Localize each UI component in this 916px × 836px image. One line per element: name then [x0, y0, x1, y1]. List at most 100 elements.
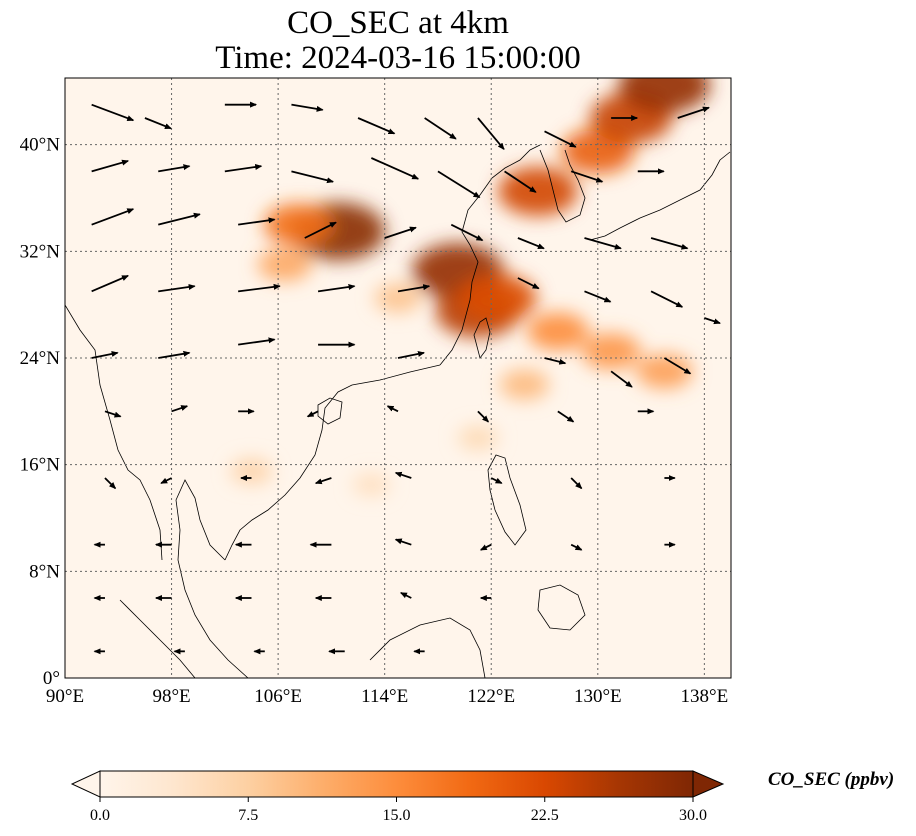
wind-arrow — [544, 130, 577, 148]
wind-arrow — [238, 337, 276, 346]
wind-arrow — [394, 538, 412, 546]
co-sec-field — [230, 78, 711, 497]
wind-arrow — [650, 290, 684, 308]
colorbar-over-extension — [692, 770, 725, 798]
wind-arrow — [291, 170, 335, 184]
colorbar-gradient — [99, 770, 694, 798]
island-hainan — [317, 397, 343, 425]
island-sumatra — [119, 599, 196, 678]
latitude-tick-label: 32°N — [20, 241, 61, 262]
co-plume — [527, 312, 589, 351]
island-borneo — [369, 617, 486, 678]
colorbar-tick-label: 15.0 — [383, 807, 411, 824]
co-plume — [636, 353, 693, 389]
island-luzon — [487, 454, 527, 546]
wind-arrow — [158, 350, 191, 359]
wind-arrow — [400, 591, 412, 599]
latitude-tick-label: 24°N — [20, 348, 61, 369]
wind-arrow — [397, 351, 425, 359]
wind-arrow — [91, 274, 129, 293]
colorbar-tick-label: 0.0 — [90, 807, 110, 824]
latitude-tick-label: 8°N — [29, 561, 60, 582]
wind-arrow — [91, 351, 119, 359]
co-plume — [264, 203, 333, 246]
wind-arrow — [224, 164, 263, 173]
wind-arrow — [517, 237, 545, 250]
axis-labels: 90°E 98°E 106°E 114°E 122°E 130°E 138°E 0° 8°N 16… — [20, 135, 729, 707]
island-mindanao — [537, 584, 586, 631]
latitude-tick-label: 0° — [43, 668, 60, 689]
colorbar-ticks: 0.0 7.5 15.0 22.5 30.0 — [90, 797, 707, 824]
wind-arrow — [238, 283, 281, 293]
co-plume — [352, 473, 391, 497]
wind-arrow — [317, 284, 356, 293]
coastline-china — [439, 144, 541, 366]
concentration-background — [65, 78, 731, 678]
coastline-indochina — [224, 364, 441, 561]
co-plume — [499, 369, 550, 400]
wind-arrow — [437, 170, 481, 199]
wind-arrow — [557, 410, 575, 423]
colorbar-label: CO_SEC (ppbv) — [768, 769, 895, 790]
wind-arrow — [517, 277, 540, 290]
co-plume — [230, 458, 273, 485]
wind-arrow — [386, 405, 399, 413]
co-plume — [457, 425, 498, 451]
wind-arrow — [570, 543, 583, 551]
coastline-japan — [589, 151, 731, 241]
longitude-tick-label: 122°E — [467, 686, 515, 707]
colorbar-tick-label: 22.5 — [531, 807, 559, 824]
wind-arrow — [91, 208, 135, 226]
wind-arrow — [584, 290, 612, 303]
wind-arrow — [304, 221, 337, 239]
coastline-gulf-thailand — [175, 479, 249, 678]
colorbar-tick-label: 30.0 — [679, 807, 707, 824]
wind-arrow — [650, 237, 689, 250]
colorbar-tick-label: 7.5 — [238, 807, 258, 824]
map-area — [65, 78, 731, 678]
wind-arrow — [663, 357, 692, 375]
wind-arrow — [570, 477, 583, 490]
wind-arrow — [384, 226, 417, 239]
longitude-tick-label: 90°E — [46, 686, 84, 707]
coastline-bay-of-bengal — [65, 304, 163, 561]
latitude-tick-label: 16°N — [20, 455, 61, 476]
co-plume — [374, 283, 422, 313]
wind-arrow — [704, 317, 721, 325]
wind-arrow — [144, 117, 172, 130]
longitude-tick-label: 114°E — [361, 686, 408, 707]
wind-arrow — [158, 164, 191, 173]
wind-arrow — [104, 477, 117, 490]
longitude-tick-label: 130°E — [574, 686, 622, 707]
wind-arrow — [104, 410, 122, 418]
wind-arrow — [504, 170, 537, 193]
wind-arrow — [570, 170, 604, 183]
plot-timestamp: Time: 2024-03-16 15:00:00 — [215, 40, 581, 76]
wind-arrow — [291, 103, 324, 112]
colorbar-under-extension — [70, 770, 101, 798]
wind-arrow — [314, 477, 332, 485]
co-plume — [618, 78, 711, 113]
wind-arrow — [160, 477, 172, 485]
wind-arrow — [370, 157, 420, 180]
wind-arrow — [584, 237, 622, 250]
longitude-tick-label: 98°E — [152, 686, 190, 707]
wind-arrow — [490, 477, 503, 485]
wind-arrow — [610, 370, 633, 388]
co-plume — [497, 166, 578, 216]
wind-arrow — [544, 357, 567, 365]
wind-arrow — [477, 410, 490, 423]
wind-arrow — [477, 117, 505, 150]
wind-arrow — [158, 212, 201, 226]
wind-arrow — [677, 106, 710, 119]
wind-arrow — [306, 410, 319, 418]
wind-arrow — [91, 103, 135, 122]
map-frame — [64, 77, 732, 679]
co-plume — [257, 248, 312, 282]
co-plume — [459, 274, 537, 322]
colorbar: 0.0 7.5 15.0 22.5 30.0 — [70, 770, 725, 824]
longitude-tick-label: 138°E — [681, 686, 729, 707]
wind-arrow — [424, 117, 457, 140]
wind-arrow — [357, 117, 396, 135]
